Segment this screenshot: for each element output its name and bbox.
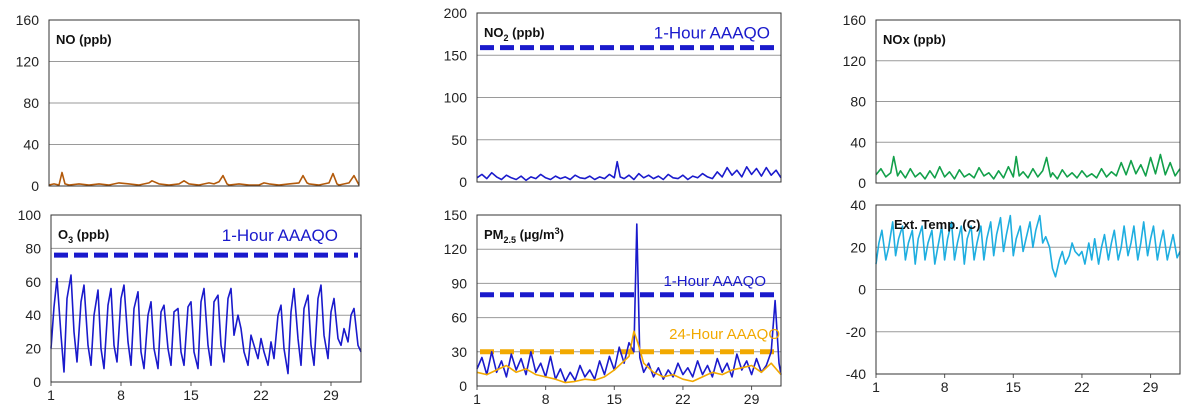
chart-title: NOx (ppb) xyxy=(883,32,946,47)
y-tick-label: 160 xyxy=(16,12,40,28)
plot-frame xyxy=(476,214,782,387)
chart-title: NO2 (ppb) xyxy=(484,25,545,43)
y-tick-label: 80 xyxy=(25,240,41,256)
series-line-1 xyxy=(476,223,782,383)
y-tick-label: 40 xyxy=(25,307,41,323)
y-tick-label: 120 xyxy=(16,54,40,70)
y-tick-label: 60 xyxy=(451,310,467,326)
x-tick-label: 22 xyxy=(253,387,269,403)
chart-panel-4: 0 20 40 60 80 100 1 8 15 22 29 1-Hour AAAQO O3 (ppb) xyxy=(18,207,362,403)
x-tick-label: 15 xyxy=(183,387,199,403)
y-tick-label: 40 xyxy=(23,137,39,153)
series-line-1 xyxy=(50,274,362,375)
chart-title: NO (ppb) xyxy=(56,32,112,47)
y-tick-label: 200 xyxy=(444,5,468,21)
plot-frame xyxy=(875,204,1181,375)
plot-frame xyxy=(48,19,360,187)
y-tick-label: 100 xyxy=(18,207,42,223)
y-tick-label: 160 xyxy=(843,12,867,28)
reference-label: 24-Hour AAAQO xyxy=(669,326,780,343)
y-tick-label: 40 xyxy=(850,134,866,150)
chart-title: O3 (ppb) xyxy=(58,227,109,245)
y-tick-label: 0 xyxy=(459,174,467,190)
y-tick-label: 60 xyxy=(25,274,41,290)
y-tick-label: 80 xyxy=(850,94,866,110)
reference-label: 1-Hour AAAQO xyxy=(654,24,770,43)
series-line-1 xyxy=(875,214,1181,278)
x-tick-label: 8 xyxy=(941,379,949,395)
chart-panel-6: -40 -20 0 20 40 1 8 15 22 29 Ext. Temp. (C) xyxy=(846,197,1181,395)
x-tick-label: 29 xyxy=(1143,379,1159,395)
chart-title: Ext. Temp. (C) xyxy=(894,217,980,232)
chart-panel-5: 0 30 60 90 120 150 1 8 15 22 29 1-Hour AAAQO 24-Hour… xyxy=(444,207,782,407)
y-tick-label: 0 xyxy=(459,378,467,394)
y-tick-label: 150 xyxy=(444,207,468,223)
y-tick-label: 30 xyxy=(451,344,467,360)
x-tick-label: 1 xyxy=(872,379,880,395)
plot-frame xyxy=(476,12,782,183)
reference-label: 1-Hour AAAQO xyxy=(222,226,338,245)
series-line-1 xyxy=(875,153,1181,180)
y-tick-label: 100 xyxy=(444,90,468,106)
y-tick-label: 20 xyxy=(850,239,866,255)
reference-label: 1-Hour AAAQO xyxy=(663,273,766,290)
chart-panel-3: 0 40 80 120 160 NOx (ppb) xyxy=(843,12,1181,191)
x-tick-label: 22 xyxy=(675,391,691,407)
y-tick-label: 40 xyxy=(850,197,866,213)
chart-panel-2: 0 50 100 150 200 1-Hour AAAQO NO2 (ppb) xyxy=(444,5,782,190)
x-tick-label: 1 xyxy=(473,391,481,407)
x-tick-label: 8 xyxy=(117,387,125,403)
x-tick-label: 29 xyxy=(744,391,760,407)
x-tick-label: 1 xyxy=(47,387,55,403)
y-tick-label: 0 xyxy=(858,282,866,298)
y-tick-label: 120 xyxy=(444,241,468,257)
plot-frame xyxy=(50,214,362,383)
y-tick-label: 0 xyxy=(31,178,39,194)
y-tick-label: -40 xyxy=(846,366,866,382)
y-tick-label: 0 xyxy=(858,175,866,191)
series-line-1 xyxy=(476,160,782,182)
y-tick-label: -20 xyxy=(846,324,866,340)
x-tick-label: 15 xyxy=(607,391,623,407)
y-tick-label: 120 xyxy=(843,53,867,69)
y-tick-label: 80 xyxy=(23,95,39,111)
x-tick-label: 8 xyxy=(542,391,550,407)
y-tick-label: 90 xyxy=(451,275,467,291)
x-tick-label: 29 xyxy=(323,387,339,403)
y-tick-label: 20 xyxy=(25,341,41,357)
x-tick-label: 15 xyxy=(1006,379,1022,395)
series-line-2 xyxy=(476,330,782,384)
x-tick-label: 22 xyxy=(1074,379,1090,395)
y-tick-label: 150 xyxy=(444,47,468,63)
y-tick-label: 0 xyxy=(33,374,41,390)
chart-panel-1: 0 40 80 120 160 NO (ppb) xyxy=(16,12,360,194)
y-tick-label: 50 xyxy=(451,132,467,148)
series-line-1 xyxy=(48,171,360,186)
chart-title: PM2.5 (µg/m3) xyxy=(484,226,564,245)
plot-frame xyxy=(875,19,1181,184)
